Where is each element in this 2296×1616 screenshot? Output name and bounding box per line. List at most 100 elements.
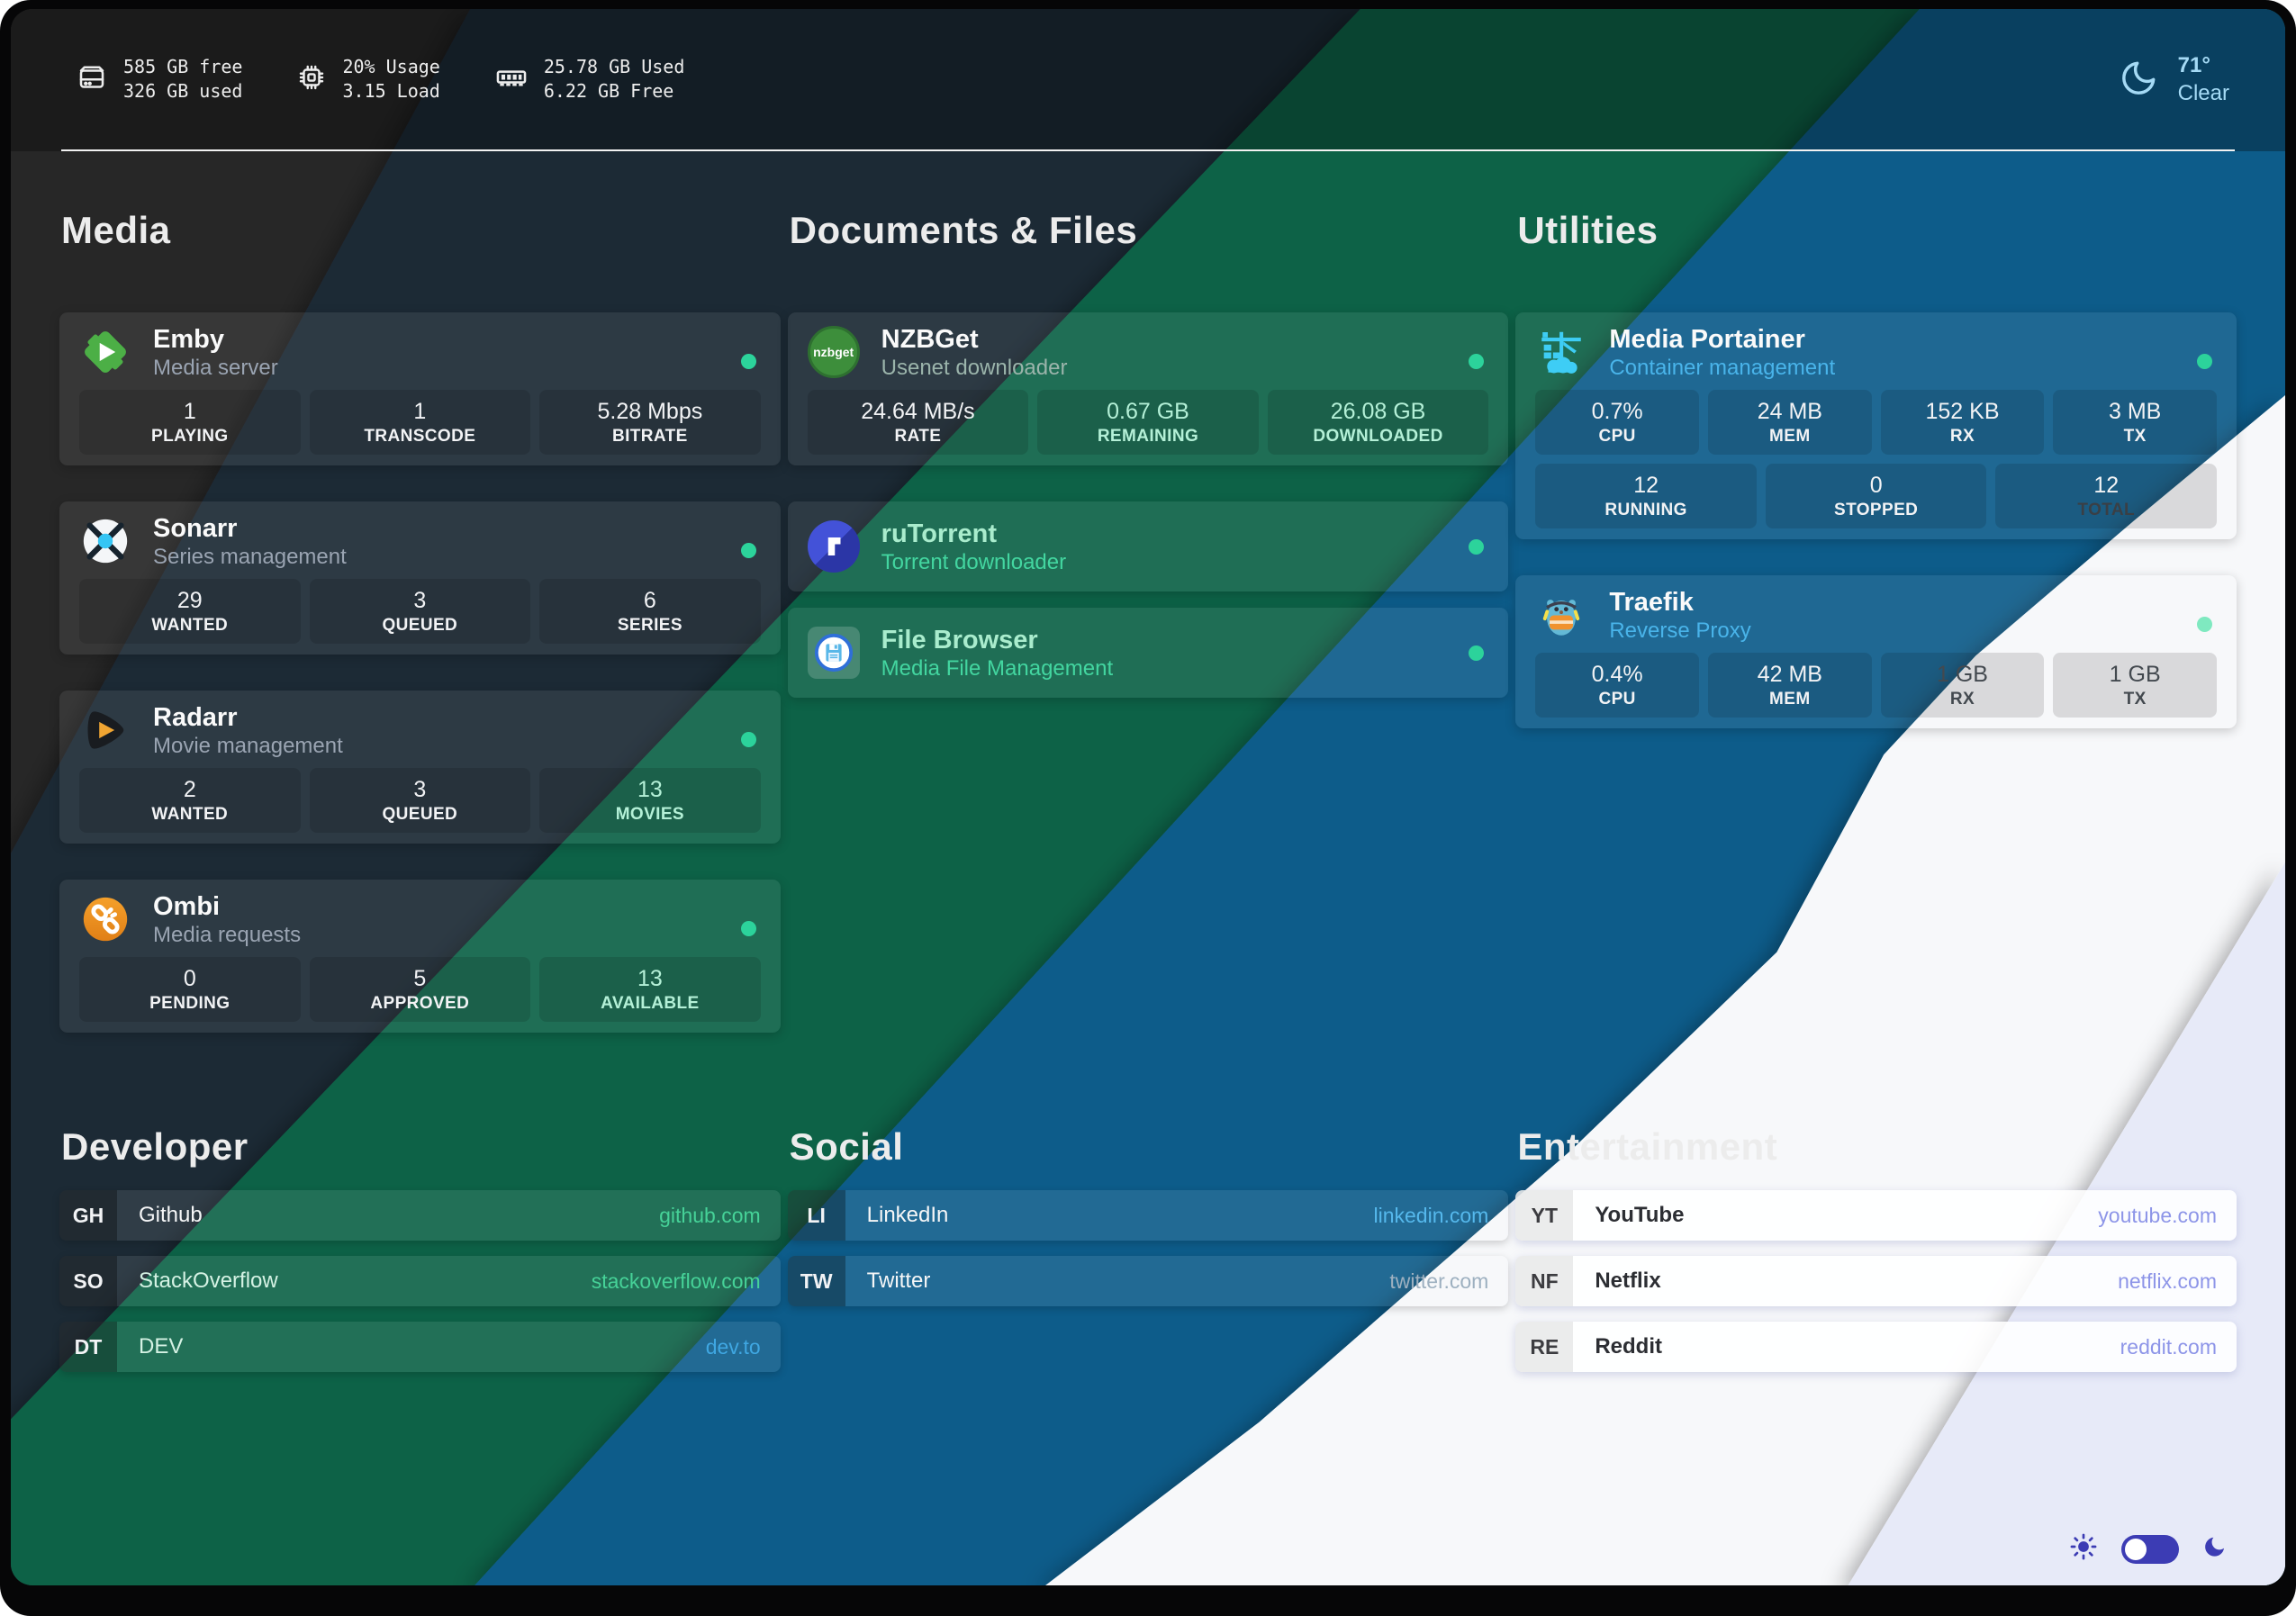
link-url: dev.to: [705, 1334, 761, 1359]
topbar-background: [11, 9, 2285, 151]
link-row-twitter[interactable]: TW Twitter twitter.com: [787, 1256, 1509, 1306]
section-title-documents: Documents & Files: [789, 209, 1138, 251]
ram-free: 6.22 GB Free: [543, 80, 674, 102]
sun-icon[interactable]: [2069, 1532, 2098, 1566]
disk-free: 585 GB free: [123, 56, 243, 77]
service-title: ruTorrent: [881, 519, 998, 548]
service-title: Traefik: [1609, 587, 1694, 617]
service-subtitle: Usenet downloader: [881, 355, 1068, 380]
rutorrent-icon: [807, 520, 860, 573]
link-row-netflix[interactable]: NF Netflix netflix.com: [1515, 1256, 2237, 1306]
theme-switcher: [2069, 1532, 2228, 1566]
service-card-filebrowser[interactable]: File Browser Media File Management: [787, 608, 1509, 698]
stat-box: 5.28 Mbps BITRATE: [539, 390, 761, 455]
section-title-media: Media: [61, 209, 171, 251]
cpu-icon: [296, 62, 327, 97]
weather-temperature: 71°: [2177, 53, 2210, 77]
stat-box: 0.4% CPU: [1535, 653, 1699, 718]
ram-used: 25.78 GB Used: [543, 56, 685, 77]
status-dot: [2197, 617, 2212, 632]
status-dot: [1469, 645, 1485, 661]
link-url: stackoverflow.com: [591, 1268, 761, 1293]
disk-icon: [76, 61, 108, 98]
stat-box: 1 TRANSCODE: [309, 390, 531, 455]
link-row-youtube[interactable]: YT YouTube youtube.com: [1515, 1190, 2237, 1241]
service-card-radarr[interactable]: Radarr Movie management 2 WANTED 3 QUEUED: [59, 691, 781, 844]
sonarr-icon: [79, 515, 131, 567]
theme-toggle[interactable]: [2121, 1534, 2179, 1564]
service-card-rutorrent[interactable]: ruTorrent Torrent downloader: [787, 501, 1509, 591]
stat-box: 24.64 MB/s RATE: [807, 390, 1029, 455]
stat-box: 0.67 GB REMAINING: [1037, 390, 1259, 455]
service-title: File Browser: [881, 625, 1038, 655]
stat-box: 12 RUNNING: [1535, 464, 1757, 528]
service-subtitle: Media requests: [153, 922, 302, 947]
service-card-nzbget[interactable]: nzbget NZBGet Usenet downloader 24.64 MB…: [787, 312, 1509, 465]
cpu-usage-widget: 20% Usage 3.15 Load: [296, 55, 440, 104]
stat-box: 1 PLAYING: [79, 390, 301, 455]
link-name: Netflix: [1595, 1268, 1661, 1293]
emby-icon: [79, 326, 131, 378]
status-dot: [1469, 539, 1485, 555]
link-name: Github: [139, 1203, 203, 1227]
stat-box: 0.7% CPU: [1535, 390, 1699, 455]
stat-box: 29 WANTED: [79, 579, 301, 644]
link-name: StackOverflow: [139, 1268, 278, 1293]
link-url: youtube.com: [2098, 1203, 2217, 1227]
status-dot: [2197, 354, 2212, 369]
stat-box: 3 QUEUED: [309, 579, 531, 644]
link-name: Reddit: [1595, 1334, 1662, 1359]
cpu-usage: 20% Usage: [342, 56, 440, 77]
stat-box: 3 QUEUED: [309, 768, 531, 833]
service-subtitle: Media server: [153, 355, 278, 380]
service-subtitle: Container management: [1609, 355, 1836, 380]
service-subtitle: Movie management: [153, 733, 343, 758]
service-title: Media Portainer: [1609, 324, 1805, 354]
stat-box: 3 MB TX: [2053, 390, 2217, 455]
section-title-entertainment: Entertainment: [1517, 1125, 1778, 1168]
service-card-emby[interactable]: Emby Media server 1 PLAYING 1 TRANSCODE: [59, 312, 781, 465]
stat-box: 1 GB RX: [1880, 653, 2045, 718]
service-subtitle: Reverse Proxy: [1609, 618, 1751, 643]
link-tag: TW: [787, 1256, 845, 1306]
status-dot: [740, 354, 756, 369]
service-card-ombi[interactable]: Ombi Media requests 0 PENDING 5 APPROVED: [59, 880, 781, 1033]
link-row-reddit[interactable]: RE Reddit reddit.com: [1515, 1322, 2237, 1372]
service-card-sonarr[interactable]: Sonarr Series management 29 WANTED 3 QUEUE…: [59, 501, 781, 655]
stat-box: 12 TOTAL: [1995, 464, 2217, 528]
stat-box: 5 APPROVED: [309, 957, 531, 1022]
radarr-icon: [79, 704, 131, 756]
service-subtitle: Torrent downloader: [881, 549, 1067, 574]
status-dot: [1469, 354, 1485, 369]
service-subtitle: Media File Management: [881, 655, 1114, 681]
service-card-portainer[interactable]: Media Portainer Container management 0.7…: [1515, 312, 2237, 539]
portainer-icon: [1535, 326, 1587, 378]
link-tag: GH: [59, 1190, 117, 1241]
cpu-load: 3.15 Load: [342, 80, 440, 102]
section-developer: Developer GH Github github.com SO StackO…: [59, 1128, 781, 1387]
status-dot: [740, 543, 756, 558]
status-dot: [740, 921, 756, 936]
disk-used: 326 GB used: [123, 80, 243, 102]
dashboard-screen: 585 GB free 326 GB used: [11, 9, 2285, 1585]
link-url: linkedin.com: [1373, 1203, 1489, 1227]
service-title: Radarr: [153, 702, 238, 732]
link-row-linkedin[interactable]: LI LinkedIn linkedin.com: [787, 1190, 1509, 1241]
stat-box: 0 STOPPED: [1765, 464, 1987, 528]
weather-widget: 71° Clear: [2119, 51, 2229, 107]
stat-box: 6 SERIES: [539, 579, 761, 644]
moon-icon-small[interactable]: [2202, 1534, 2228, 1564]
service-title: Emby: [153, 324, 224, 354]
link-row-dev[interactable]: DT DEV dev.to: [59, 1322, 781, 1372]
stat-box: 13 MOVIES: [539, 768, 761, 833]
link-row-stackoverflow[interactable]: SO StackOverflow stackoverflow.com: [59, 1256, 781, 1306]
service-card-traefik[interactable]: Traefik Reverse Proxy 0.4% CPU 42 MB MEM: [1515, 575, 2237, 728]
ram-icon: [494, 60, 529, 99]
nzbget-icon: nzbget: [807, 326, 860, 378]
link-url: reddit.com: [2120, 1334, 2217, 1359]
service-title: Sonarr: [153, 513, 238, 543]
status-dot: [740, 732, 756, 747]
link-row-github[interactable]: GH Github github.com: [59, 1190, 781, 1241]
toggle-knob: [2125, 1538, 2147, 1560]
